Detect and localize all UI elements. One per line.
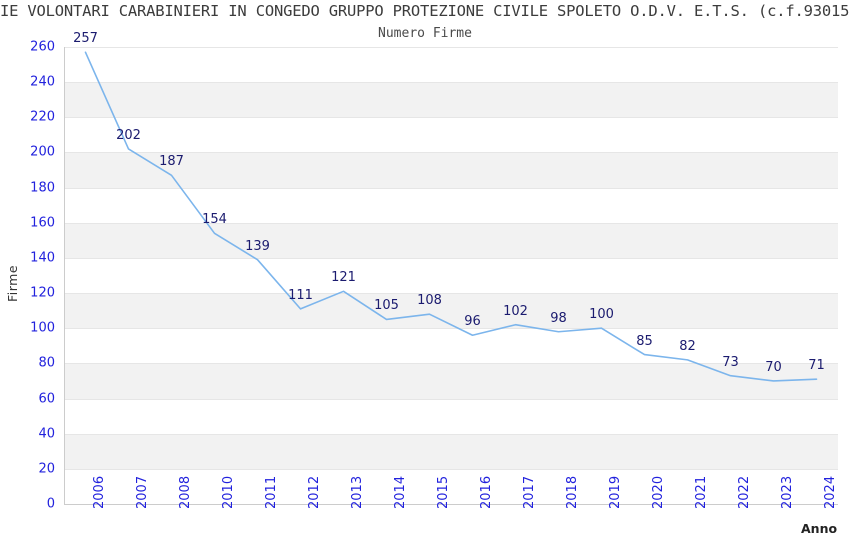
y-axis-tick-label: 260	[30, 39, 55, 55]
y-axis-tick-label: 40	[38, 426, 55, 442]
gridline	[64, 117, 838, 119]
gridline	[64, 293, 838, 295]
data-point-label: 71	[808, 358, 825, 374]
y-axis-tick-label: 180	[30, 180, 55, 196]
plot-band	[64, 82, 838, 118]
data-point-label: 73	[722, 354, 739, 370]
gridline	[64, 47, 838, 48]
chart-subtitle: Numero Firme	[378, 26, 472, 41]
alternating-bands	[64, 47, 838, 504]
gridline	[64, 82, 838, 84]
gridline	[64, 152, 838, 154]
gridline	[64, 433, 838, 435]
data-point-label: 111	[288, 287, 313, 303]
x-axis-line	[64, 504, 838, 505]
gridline	[64, 222, 838, 224]
data-point-label: 121	[331, 270, 356, 286]
data-point-label: 108	[417, 293, 442, 309]
y-axis-tick-label: 80	[38, 355, 55, 371]
y-axis-tick-label: 120	[30, 285, 55, 301]
gridline	[64, 363, 838, 365]
y-axis-tick-label: 20	[38, 461, 55, 477]
data-point-label: 102	[503, 303, 528, 319]
series-line	[84, 51, 818, 382]
plot-area	[64, 47, 838, 505]
y-axis-tick-label: 160	[30, 215, 55, 231]
y-axis-labels: 0 20 40 60 80 100 120 140 160 180 200 220 240 260	[0, 0, 64, 550]
gridline	[64, 257, 838, 259]
y-axis-tick-label: 100	[30, 320, 55, 336]
data-point-label: 82	[679, 338, 696, 354]
y-axis-tick-label: 60	[38, 391, 55, 407]
y-axis-tick-label: 140	[30, 250, 55, 266]
data-point-label: 85	[636, 333, 653, 349]
gridline	[64, 187, 838, 189]
data-point-label: 202	[116, 127, 141, 143]
data-point-label: 70	[765, 359, 782, 375]
gridline	[64, 398, 838, 400]
plot-band	[64, 433, 838, 469]
data-point-label: 96	[464, 314, 481, 330]
data-point-label: 154	[202, 212, 227, 228]
data-point-label: 187	[159, 154, 184, 170]
plot-band	[64, 293, 838, 329]
data-point-label: 100	[589, 307, 614, 323]
gridline	[64, 468, 838, 470]
y-axis-tick-label: 220	[30, 109, 55, 125]
data-point-label: 98	[550, 310, 567, 326]
data-point-label: 257	[73, 31, 98, 47]
chart-title: IE VOLONTARI CARABINIERI IN CONGEDO GRUP…	[0, 2, 850, 20]
x-axis-title: Anno	[801, 521, 838, 536]
y-axis-tick-label: 200	[30, 144, 55, 160]
plot-band	[64, 152, 838, 188]
plot-band	[64, 363, 838, 399]
data-point-label: 105	[374, 298, 399, 314]
y-axis-line	[63, 47, 65, 504]
y-axis-tick-label: 0	[46, 496, 55, 512]
gridline	[64, 328, 838, 330]
plot-band	[64, 222, 838, 258]
data-point-label: 139	[245, 238, 270, 254]
y-axis-tick-label: 240	[30, 74, 55, 90]
